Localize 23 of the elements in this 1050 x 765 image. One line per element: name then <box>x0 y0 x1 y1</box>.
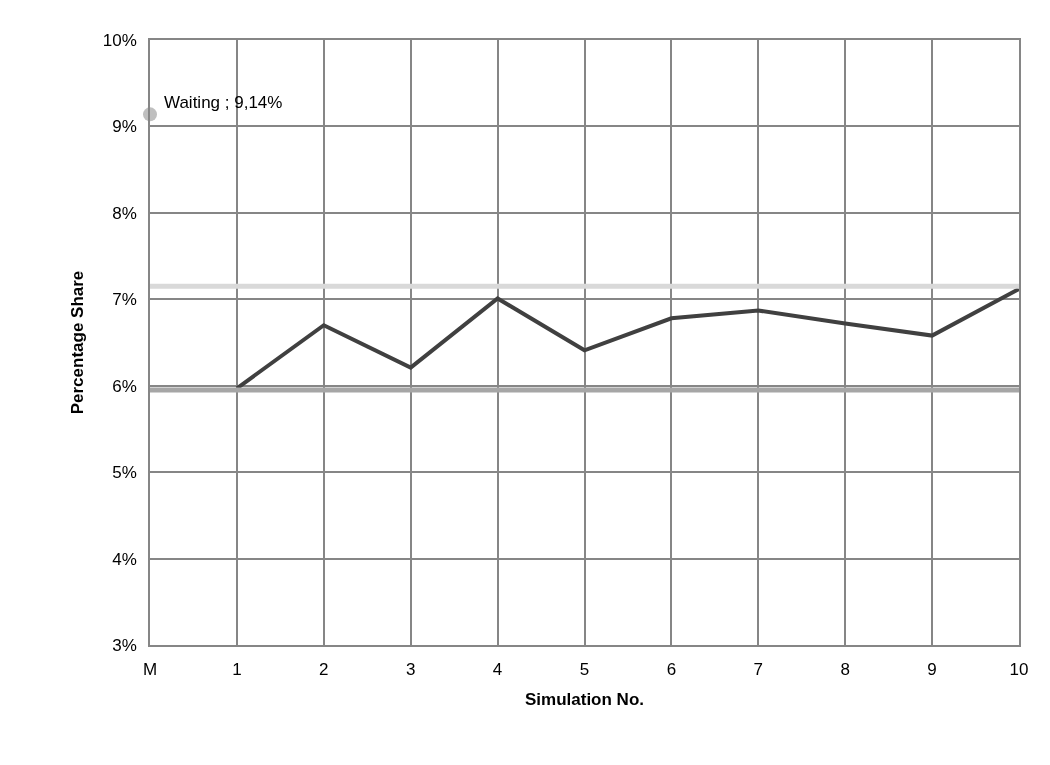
y-tick-label: 7% <box>112 290 137 310</box>
y-tick-label: 8% <box>112 203 137 223</box>
y-tick-label: 9% <box>112 117 137 137</box>
x-axis-title: Simulation No. <box>525 690 644 710</box>
x-tick-label: 8 <box>840 660 850 680</box>
x-tick-label: 7 <box>753 660 764 680</box>
y-axis-title: Percentage Share <box>67 270 87 415</box>
x-tick-label: 9 <box>927 660 937 680</box>
x-tick-label: 4 <box>492 660 503 680</box>
x-tick-label: 2 <box>319 660 329 680</box>
x-tick-label: M <box>142 660 158 680</box>
y-tick-label: 4% <box>112 549 137 569</box>
x-tick-label: 10 <box>1009 660 1029 680</box>
y-tick-label: 6% <box>112 376 137 396</box>
x-tick-label: 6 <box>666 660 677 680</box>
x-tick-label: 1 <box>232 660 242 680</box>
x-tick-label: 5 <box>579 660 590 680</box>
annotation: Waiting ; 9,14% <box>164 93 283 112</box>
x-tick-label: 3 <box>405 660 416 680</box>
y-tick-label: 3% <box>112 635 137 655</box>
y-tick-label: 5% <box>112 463 137 483</box>
y-tick-label: 10% <box>102 30 137 50</box>
line-series <box>234 286 1019 391</box>
